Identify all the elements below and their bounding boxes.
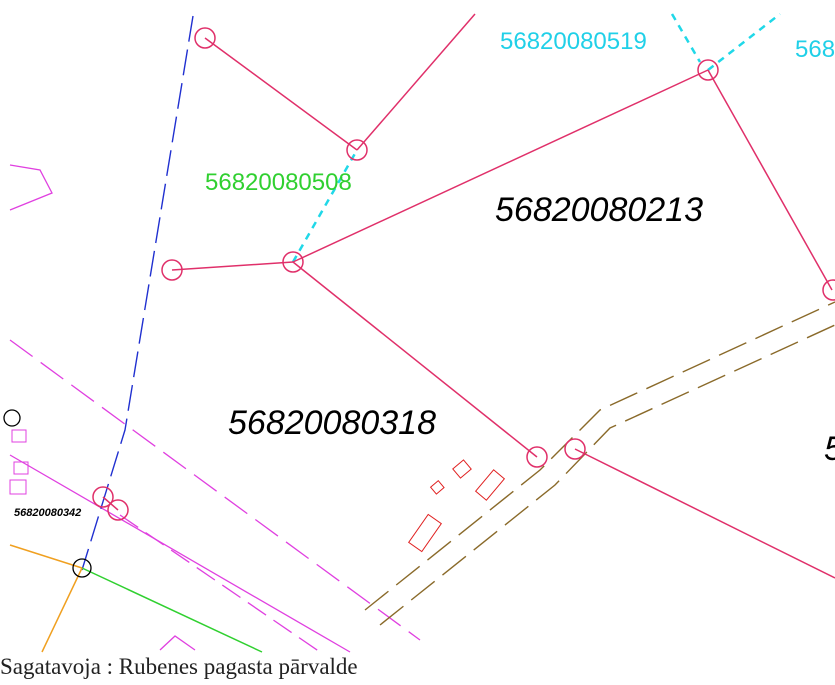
map-geometry: [3, 13, 835, 653]
map-label: 56820080318: [228, 404, 436, 442]
map-label: 56820080342: [14, 507, 81, 519]
map-label: 5: [824, 430, 835, 468]
map-label: 56820080213: [495, 191, 703, 229]
map-label: 56820080508: [205, 169, 352, 196]
map-label: 56820080519: [500, 28, 647, 55]
map-label: 568: [795, 36, 835, 63]
caption: Sagatavoja : Rubenes pagasta pārvalde: [0, 654, 358, 679]
